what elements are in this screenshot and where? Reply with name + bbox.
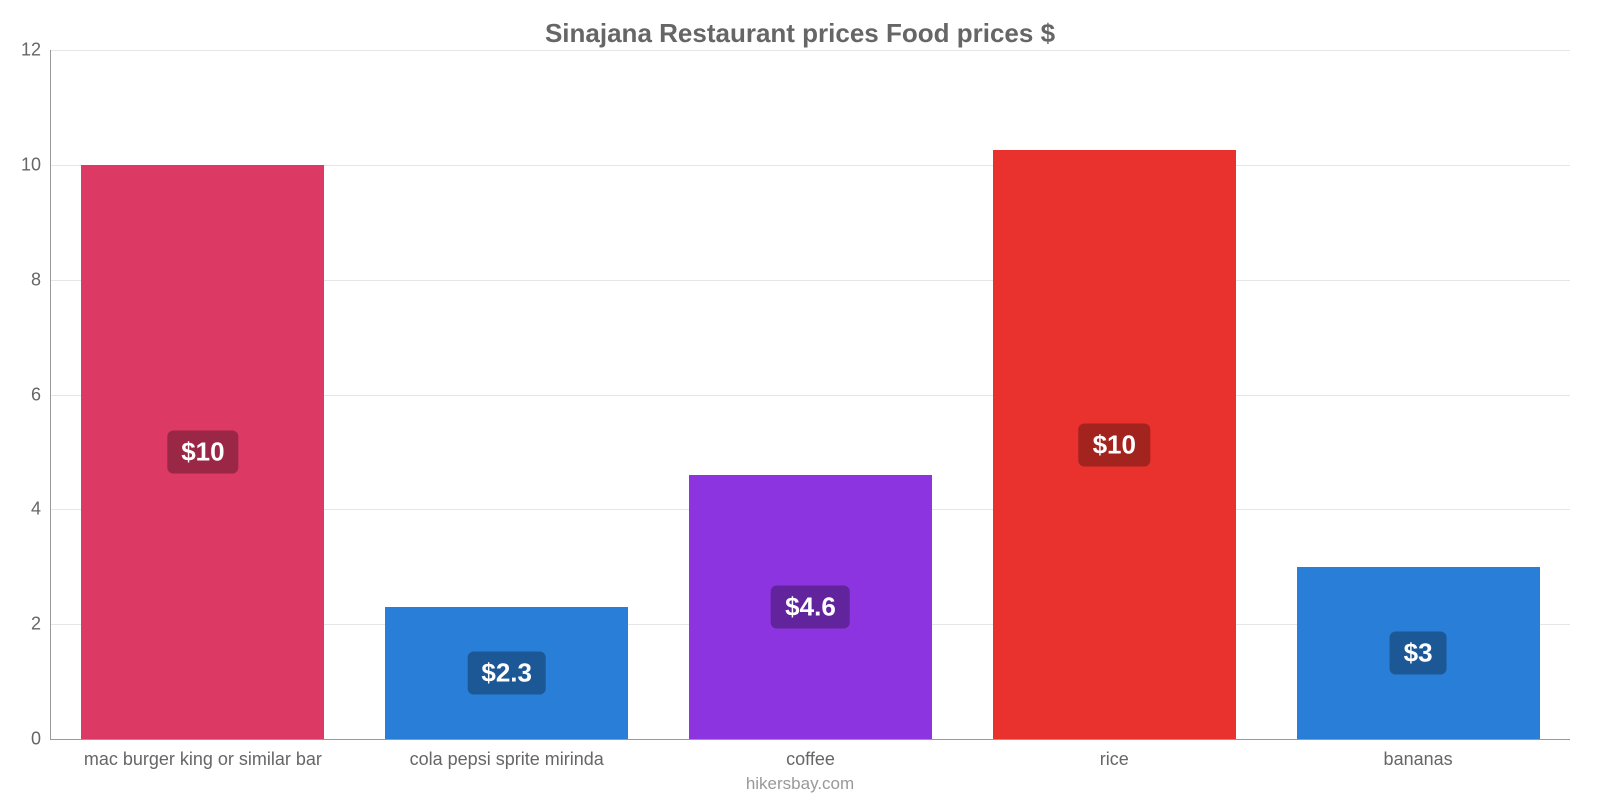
x-axis-tick: rice xyxy=(1100,739,1129,770)
x-axis-tick: coffee xyxy=(786,739,835,770)
y-axis-tick: 12 xyxy=(21,40,51,61)
bar-value-label: $4.6 xyxy=(771,585,850,628)
x-axis-tick: cola pepsi sprite mirinda xyxy=(410,739,604,770)
plot-area: 024681012$10mac burger king or similar b… xyxy=(50,50,1570,740)
y-axis-tick: 2 xyxy=(31,614,51,635)
attribution: hikersbay.com xyxy=(0,774,1600,794)
bar: $2.3 xyxy=(385,607,628,739)
x-axis-tick: mac burger king or similar bar xyxy=(84,739,322,770)
grid-line xyxy=(51,50,1570,51)
bar: $4.6 xyxy=(689,475,932,739)
y-axis-tick: 10 xyxy=(21,154,51,175)
price-chart: Sinajana Restaurant prices Food prices $… xyxy=(0,0,1600,800)
y-axis-tick: 8 xyxy=(31,269,51,290)
y-axis-tick: 6 xyxy=(31,384,51,405)
y-axis-tick: 0 xyxy=(31,729,51,750)
bar-value-label: $2.3 xyxy=(467,651,546,694)
bar: $10 xyxy=(81,165,324,739)
bar: $3 xyxy=(1297,567,1540,739)
bar-value-label: $10 xyxy=(1079,423,1150,466)
y-axis-tick: 4 xyxy=(31,499,51,520)
bar-value-label: $3 xyxy=(1390,631,1447,674)
bar: $10 xyxy=(993,150,1236,739)
chart-title: Sinajana Restaurant prices Food prices $ xyxy=(0,18,1600,49)
bar-value-label: $10 xyxy=(167,430,238,473)
x-axis-tick: bananas xyxy=(1384,739,1453,770)
